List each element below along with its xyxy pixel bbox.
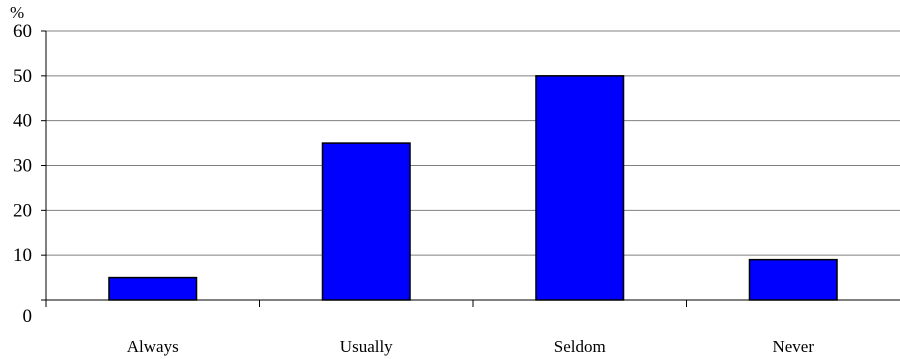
x-category-label: Always xyxy=(127,337,179,356)
bar-usually xyxy=(321,142,411,301)
bar-seldom xyxy=(535,75,625,301)
bars xyxy=(108,75,838,301)
y-axis-ticks: 0 10 20 30 40 50 60 xyxy=(13,21,46,327)
y-tick-label: 10 xyxy=(13,245,32,266)
grid-lines xyxy=(46,30,900,256)
y-tick-label: 40 xyxy=(13,111,32,132)
y-tick-label: 20 xyxy=(13,200,32,221)
y-tick-label: 30 xyxy=(13,156,32,177)
x-category-label: Seldom xyxy=(554,337,606,356)
category-labels: Always Usually Seldom Never xyxy=(127,337,815,356)
bar-never xyxy=(748,258,838,301)
y-tick-label: 0 xyxy=(23,306,33,327)
x-axis-ticks xyxy=(45,300,687,307)
bar-always xyxy=(108,276,198,301)
y-axis-unit-label: % xyxy=(10,3,24,22)
x-category-label: Usually xyxy=(340,337,393,356)
y-tick-label: 50 xyxy=(13,66,32,87)
x-category-label: Never xyxy=(772,337,814,356)
y-tick-label: 60 xyxy=(13,21,32,42)
